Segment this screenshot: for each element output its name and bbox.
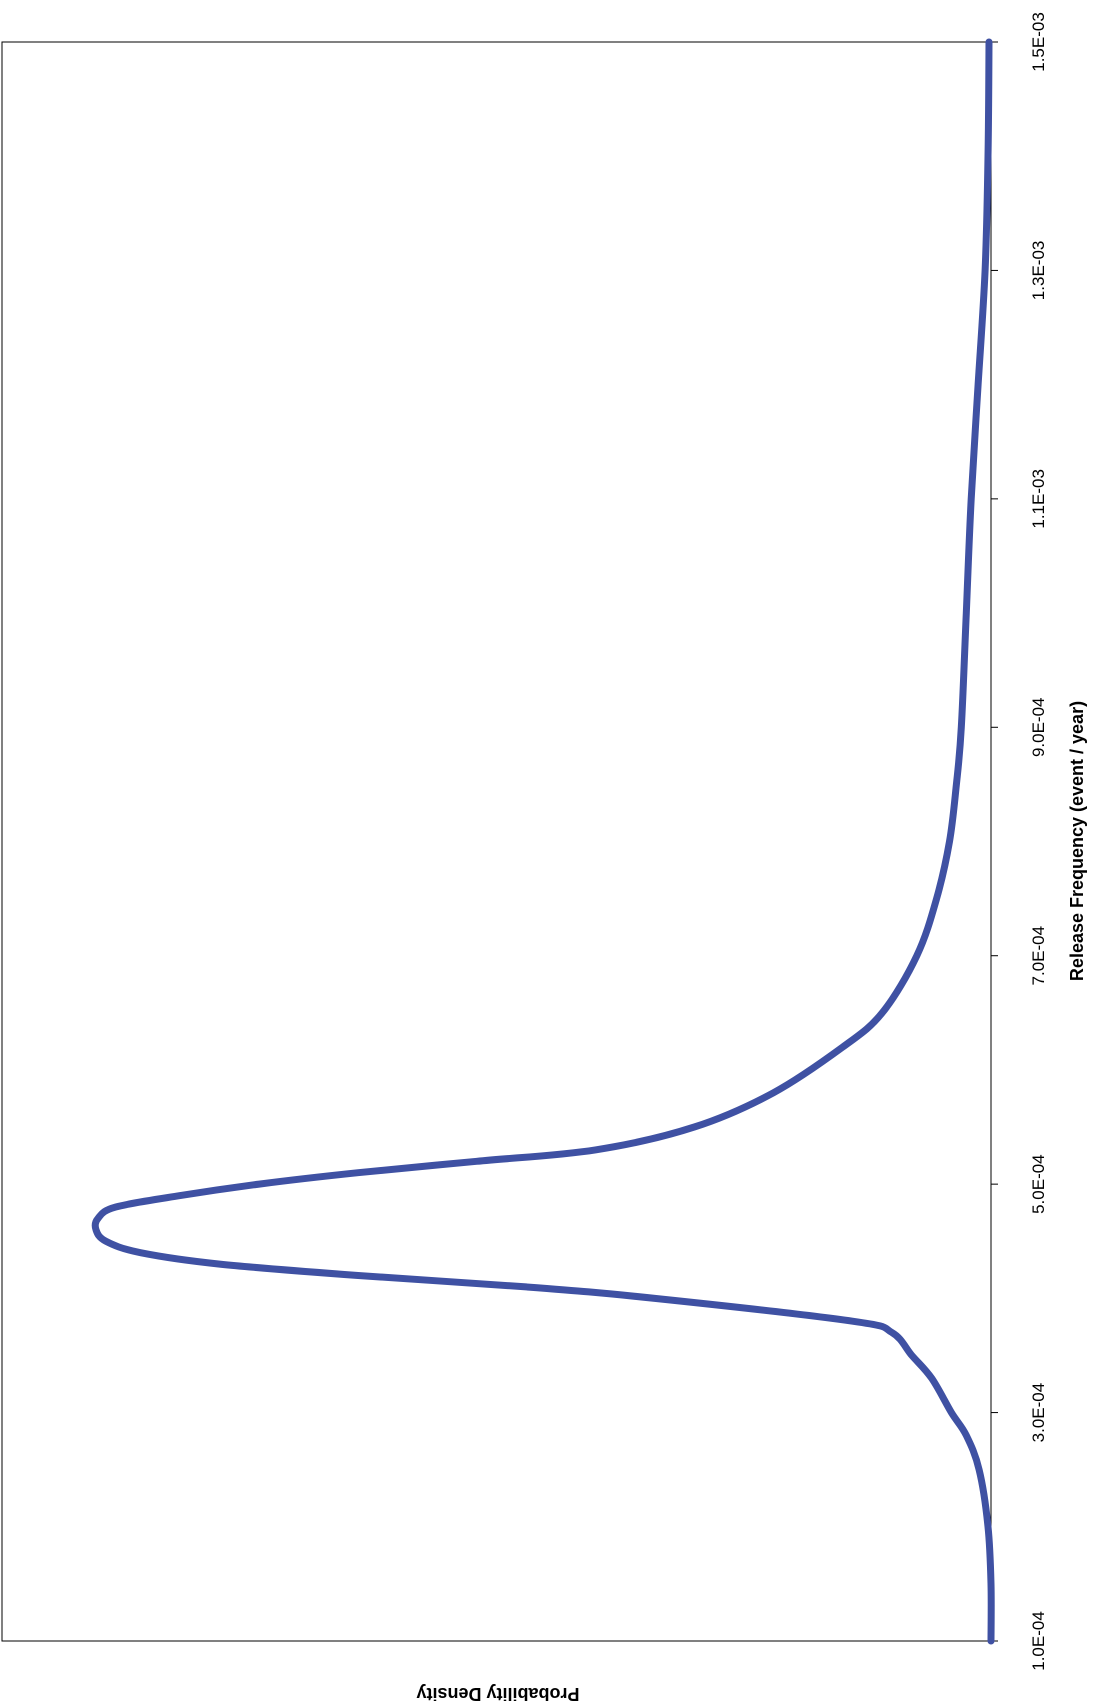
x-tick-label: 1.5E-03	[1029, 12, 1048, 72]
y-axis-title: Probability Density	[416, 1684, 579, 1701]
plot-area-border	[1, 41, 992, 1642]
x-tick-label: 1.1E-03	[1029, 469, 1048, 529]
x-tick-label: 9.0E-04	[1029, 698, 1048, 758]
x-tick-label: 7.0E-04	[1029, 926, 1048, 986]
x-axis-title: Release Frequency (event / year)	[1067, 701, 1087, 981]
x-tick-label: 1.0E-04	[1029, 1611, 1048, 1671]
series-line	[91, 38, 995, 1645]
x-axis-tick-labels: 1.0E-04 3.0E-04 5.0E-04 7.0E-04 9.0E-04 1.1E-…	[1029, 12, 1048, 1671]
x-axis-ticks	[991, 41, 998, 1642]
x-tick-label: 3.0E-04	[1029, 1383, 1048, 1443]
x-tick-label: 1.3E-03	[1029, 241, 1048, 301]
x-tick-label: 5.0E-04	[1029, 1154, 1048, 1214]
